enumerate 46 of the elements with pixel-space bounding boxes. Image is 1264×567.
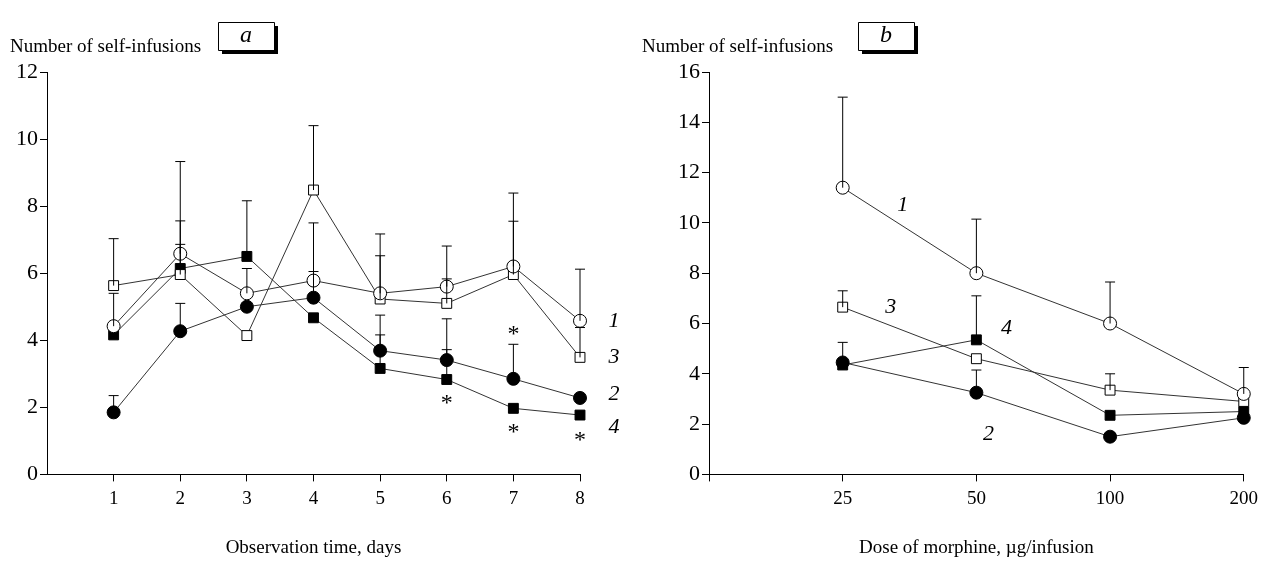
y-axis-title: Number of self-infusions [10, 35, 202, 56]
series-label: 4 [1000, 313, 1012, 339]
x-tick-label: 7 [508, 486, 519, 508]
annotation: * [440, 388, 453, 415]
y-tick-label: 10 [16, 124, 38, 150]
x-tick-label: 1 [108, 486, 119, 508]
series-label: 2 [608, 379, 620, 405]
x-tick-label: 6 [442, 486, 452, 508]
chart-title: b [880, 21, 892, 48]
x-tick-label: 25 [833, 486, 853, 508]
y-tick-label: 10 [678, 208, 700, 234]
y-tick-label: 16 [678, 57, 700, 83]
x-tick-label: 3 [242, 486, 252, 508]
series-label: 2 [982, 420, 994, 446]
y-tick-label: 2 [27, 393, 38, 419]
x-axis-title: Observation time, days [225, 535, 402, 557]
x-tick-label: 50 [966, 486, 986, 508]
y-tick-label: 12 [678, 158, 700, 184]
annotation: * [574, 426, 586, 453]
series-label: 1 [897, 191, 909, 217]
annotation: * [507, 417, 520, 444]
series-label: 3 [607, 343, 620, 369]
x-tick-label: 100 [1095, 486, 1125, 508]
x-tick-label: 2 [175, 486, 185, 508]
series-label: 3 [884, 292, 897, 318]
series-label: 4 [608, 412, 620, 438]
x-tick-label: 8 [575, 486, 585, 508]
y-tick-label: 6 [689, 309, 700, 335]
y-tick-label: 0 [689, 460, 700, 486]
y-axis-title: Number of self-infusions [642, 35, 834, 56]
y-tick-label: 4 [689, 359, 700, 385]
x-tick-label: 5 [375, 486, 385, 508]
y-tick-label: 14 [678, 108, 700, 134]
y-tick-label: 8 [689, 258, 700, 284]
annotation: * [507, 320, 520, 347]
y-tick-label: 12 [16, 57, 38, 83]
y-tick-label: 0 [27, 460, 38, 486]
y-tick-label: 6 [27, 258, 38, 284]
y-tick-label: 8 [27, 191, 38, 217]
x-tick-label: 200 [1229, 486, 1258, 508]
x-axis-title: Dose of morphine, µg/infusion [859, 535, 1095, 557]
y-tick-label: 2 [689, 409, 700, 435]
series-label: 1 [608, 306, 620, 332]
y-tick-label: 4 [27, 326, 38, 352]
x-tick-label: 4 [308, 486, 319, 508]
chart-title: a [240, 21, 252, 48]
